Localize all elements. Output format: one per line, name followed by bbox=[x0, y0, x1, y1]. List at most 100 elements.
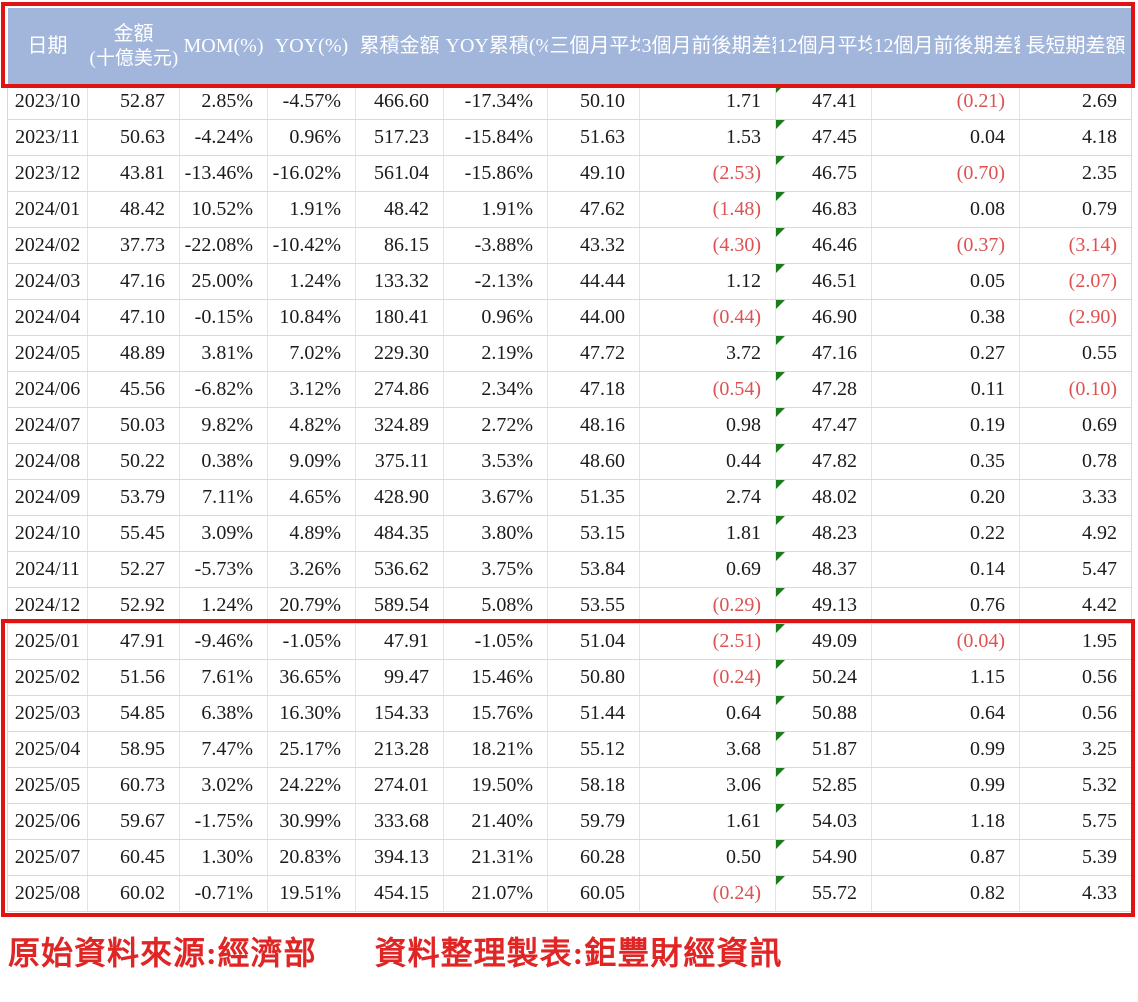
cell-avg-12m: 52.85 bbox=[775, 767, 872, 804]
cell-diff-12m: 0.64 bbox=[871, 695, 1020, 732]
cell-ls-diff: 5.39 bbox=[1019, 839, 1132, 876]
cell-diff-3m: (0.24) bbox=[639, 659, 776, 696]
cell-ls-diff: 5.75 bbox=[1019, 803, 1132, 840]
green-triangle-icon bbox=[776, 660, 785, 669]
cell-cum: 333.68 bbox=[355, 803, 444, 840]
cell-yoy-cum: -3.88% bbox=[443, 227, 548, 264]
cell-avg-12m: 47.16 bbox=[775, 335, 872, 372]
cell-yoy-cum: -2.13% bbox=[443, 263, 548, 300]
cell-yoy: 7.02% bbox=[267, 335, 356, 372]
cell-avg-3m: 58.18 bbox=[547, 767, 640, 804]
cell-date: 2024/09 bbox=[7, 479, 88, 516]
cell-diff-3m: 1.61 bbox=[639, 803, 776, 840]
cell-cum: 466.60 bbox=[355, 84, 444, 120]
cell-diff-3m: 3.06 bbox=[639, 767, 776, 804]
prepared-by-label: 資料整理製表:鉅豐財經資訊 bbox=[374, 935, 783, 971]
cell-yoy: 25.17% bbox=[267, 731, 356, 768]
cell-avg-3m: 47.62 bbox=[547, 191, 640, 228]
table-row: 2025/04 58.95 7.47% 25.17% 213.28 18.21%… bbox=[7, 731, 1132, 768]
cell-date: 2025/03 bbox=[7, 695, 88, 732]
cell-mom: 3.09% bbox=[179, 515, 268, 552]
cell-cum: 428.90 bbox=[355, 479, 444, 516]
cell-ls-diff: 5.32 bbox=[1019, 767, 1132, 804]
cell-diff-3m: 1.81 bbox=[639, 515, 776, 552]
cell-avg-3m: 51.44 bbox=[547, 695, 640, 732]
cell-avg-3m: 50.10 bbox=[547, 84, 640, 120]
col-header-cum: 累積金額 bbox=[355, 8, 444, 84]
green-triangle-icon bbox=[776, 444, 785, 453]
cell-ls-diff: (3.14) bbox=[1019, 227, 1132, 264]
cell-yoy: 20.79% bbox=[267, 587, 356, 624]
cell-diff-12m: (0.70) bbox=[871, 155, 1020, 192]
cell-yoy-cum: 2.19% bbox=[443, 335, 548, 372]
cell-diff-12m: 0.76 bbox=[871, 587, 1020, 624]
cell-mom: 7.61% bbox=[179, 659, 268, 696]
cell-yoy-cum: -15.84% bbox=[443, 119, 548, 156]
cell-yoy-cum: 19.50% bbox=[443, 767, 548, 804]
col-header-cum-label: 累積金額 bbox=[359, 34, 440, 57]
cell-diff-12m: 0.14 bbox=[871, 551, 1020, 588]
cell-yoy: 4.89% bbox=[267, 515, 356, 552]
table-row: 2025/05 60.73 3.02% 24.22% 274.01 19.50%… bbox=[7, 767, 1132, 804]
cell-yoy: 9.09% bbox=[267, 443, 356, 480]
cell-avg-12m: 55.72 bbox=[775, 875, 872, 912]
cell-avg-3m: 51.35 bbox=[547, 479, 640, 516]
cell-cum: 99.47 bbox=[355, 659, 444, 696]
cell-ls-diff: 0.69 bbox=[1019, 407, 1132, 444]
green-triangle-icon bbox=[776, 768, 785, 777]
col-header-yoy: YOY(%) bbox=[267, 8, 356, 84]
cell-amount: 52.87 bbox=[87, 84, 180, 120]
cell-diff-3m: (4.30) bbox=[639, 227, 776, 264]
table-row: 2025/07 60.45 1.30% 20.83% 394.13 21.31%… bbox=[7, 839, 1132, 876]
cell-mom: -0.71% bbox=[179, 875, 268, 912]
cell-yoy-cum: 15.76% bbox=[443, 695, 548, 732]
col-header-diff-3m: 3個月前後期差額 bbox=[639, 8, 776, 84]
cell-amount: 50.03 bbox=[87, 407, 180, 444]
cell-amount: 53.79 bbox=[87, 479, 180, 516]
cell-avg-12m: 50.24 bbox=[775, 659, 872, 696]
col-header-ls-diff: 長短期差額 bbox=[1019, 8, 1132, 84]
cell-avg-12m: 48.37 bbox=[775, 551, 872, 588]
cell-avg-12m: 47.41 bbox=[775, 84, 872, 120]
cell-yoy: -1.05% bbox=[267, 623, 356, 660]
cell-yoy-cum: 3.67% bbox=[443, 479, 548, 516]
cell-date: 2024/03 bbox=[7, 263, 88, 300]
table-row: 2024/12 52.92 1.24% 20.79% 589.54 5.08% … bbox=[7, 587, 1132, 624]
cell-cum: 48.42 bbox=[355, 191, 444, 228]
cell-date: 2024/11 bbox=[7, 551, 88, 588]
col-header-avg-3m-label: 三個月平均 bbox=[549, 34, 640, 57]
cell-date: 2024/01 bbox=[7, 191, 88, 228]
cell-ls-diff: 4.42 bbox=[1019, 587, 1132, 624]
cell-diff-3m: (0.54) bbox=[639, 371, 776, 408]
table-row: 2024/09 53.79 7.11% 4.65% 428.90 3.67% 5… bbox=[7, 479, 1132, 516]
cell-diff-12m: 0.38 bbox=[871, 299, 1020, 336]
cell-diff-12m: 0.99 bbox=[871, 731, 1020, 768]
cell-avg-3m: 55.12 bbox=[547, 731, 640, 768]
cell-ls-diff: 0.55 bbox=[1019, 335, 1132, 372]
cell-avg-3m: 53.15 bbox=[547, 515, 640, 552]
cell-diff-12m: 0.99 bbox=[871, 767, 1020, 804]
cell-ls-diff: 0.56 bbox=[1019, 695, 1132, 732]
cell-date: 2025/01 bbox=[7, 623, 88, 660]
green-triangle-icon bbox=[776, 552, 785, 561]
col-header-avg-3m: 三個月平均 bbox=[547, 8, 640, 84]
cell-mom: 0.38% bbox=[179, 443, 268, 480]
cell-yoy: 16.30% bbox=[267, 695, 356, 732]
cell-diff-3m: 3.72 bbox=[639, 335, 776, 372]
cell-avg-3m: 49.10 bbox=[547, 155, 640, 192]
cell-diff-3m: 2.74 bbox=[639, 479, 776, 516]
green-triangle-icon bbox=[776, 804, 785, 813]
cell-avg-3m: 60.05 bbox=[547, 875, 640, 912]
table-body: 2023/10 52.87 2.85% -4.57% 466.60 -17.34… bbox=[7, 84, 1132, 912]
cell-amount: 47.91 bbox=[87, 623, 180, 660]
green-triangle-icon bbox=[776, 408, 785, 417]
cell-avg-12m: 47.47 bbox=[775, 407, 872, 444]
green-triangle-icon bbox=[776, 588, 785, 597]
cell-yoy: 4.82% bbox=[267, 407, 356, 444]
cell-diff-3m: (2.51) bbox=[639, 623, 776, 660]
cell-diff-12m: 0.04 bbox=[871, 119, 1020, 156]
cell-amount: 37.73 bbox=[87, 227, 180, 264]
cell-yoy-cum: -1.05% bbox=[443, 623, 548, 660]
table-row: 2025/03 54.85 6.38% 16.30% 154.33 15.76%… bbox=[7, 695, 1132, 732]
cell-ls-diff: 4.33 bbox=[1019, 875, 1132, 912]
